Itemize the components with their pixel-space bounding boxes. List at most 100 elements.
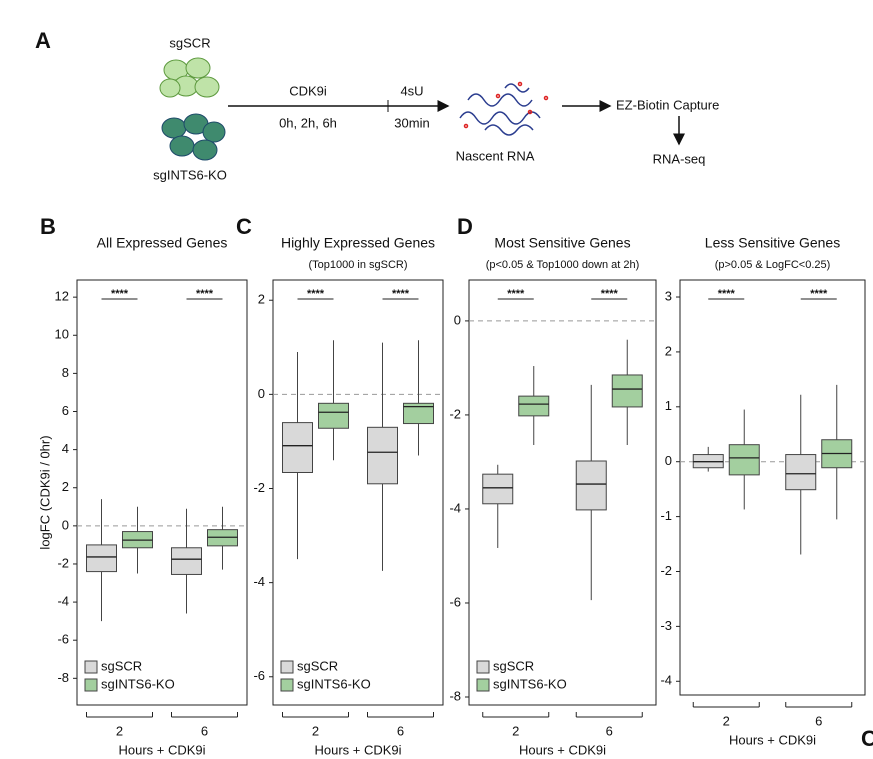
y-tick-label: -2 <box>449 406 461 421</box>
box <box>282 422 313 473</box>
significance-label: **** <box>196 288 214 300</box>
y-tick-label: -4 <box>449 500 461 515</box>
box <box>171 547 202 575</box>
x-tick-label: 2 <box>116 723 123 738</box>
panel-label: D <box>457 214 473 239</box>
plot-frame <box>679 279 866 696</box>
x-tick-label: 2 <box>512 723 519 738</box>
x-tick-label: 6 <box>397 723 404 738</box>
box <box>785 454 817 491</box>
x-tick-label: 2 <box>723 713 730 728</box>
y-tick-label: -6 <box>449 594 461 609</box>
y-tick-label: -1 <box>660 508 672 523</box>
treatment: CDK9i <box>289 83 327 98</box>
significance-label: **** <box>392 288 410 300</box>
nascent-label: Nascent RNA <box>456 148 535 163</box>
rna-icon <box>459 81 549 136</box>
significance-label: **** <box>601 288 619 300</box>
y-tick-label: -6 <box>253 668 265 683</box>
box <box>611 374 643 408</box>
y-tick-label: 3 <box>665 288 672 303</box>
legend-swatch <box>476 678 490 692</box>
y-tick-label: -4 <box>253 574 265 589</box>
y-tick-label: -3 <box>660 618 672 633</box>
x-tick-label: 6 <box>815 713 822 728</box>
legend-label: sgINTS6-KO <box>297 676 371 691</box>
y-tick-label: 1 <box>665 398 672 413</box>
box <box>318 402 349 429</box>
label-time: 30min <box>394 115 429 130</box>
panel-label: C <box>236 214 252 239</box>
y-tick-label: 8 <box>62 365 69 380</box>
chart-title: Most Sensitive Genes <box>494 235 630 251</box>
significance-label: **** <box>111 288 129 300</box>
cells-ko <box>161 113 226 161</box>
y-tick-label: 0 <box>665 453 672 468</box>
chart-title: Highly Expressed Genes <box>281 235 435 251</box>
panel-label: A <box>35 28 51 53</box>
plot-frame <box>468 279 657 706</box>
y-tick-label: 0 <box>62 517 69 532</box>
plot-frame <box>76 279 248 706</box>
y-tick-label: 10 <box>55 327 69 342</box>
legend-label: sgSCR <box>297 658 338 673</box>
timepoints: 0h, 2h, 6h <box>279 115 337 130</box>
chart-title: All Expressed Genes <box>97 235 228 251</box>
panel-label: C <box>861 726 873 751</box>
significance-label: **** <box>507 288 525 300</box>
y-tick-label: 2 <box>665 343 672 358</box>
y-tick-label: -2 <box>253 480 265 495</box>
x-tick-label: 2 <box>312 723 319 738</box>
x-tick-label: 6 <box>201 723 208 738</box>
legend-swatch <box>280 678 294 692</box>
legend-label: sgSCR <box>101 658 142 673</box>
significance-label: **** <box>307 288 325 300</box>
significance-label: **** <box>810 288 828 300</box>
cells-scr <box>159 57 220 98</box>
box <box>403 402 434 425</box>
y-axis-label: logFC (CDK9i / 0hr) <box>37 435 52 549</box>
label-4su: 4sU <box>400 83 423 98</box>
seq-label: RNA-seq <box>653 151 706 166</box>
x-tick-label: 6 <box>606 723 613 738</box>
legend-swatch <box>476 660 490 674</box>
chart-title: Less Sensitive Genes <box>705 235 840 251</box>
box <box>482 473 514 505</box>
panel-label: B <box>40 214 56 239</box>
y-tick-label: -8 <box>449 688 461 703</box>
x-axis-label: Hours + CDK9i <box>314 742 401 757</box>
legend-swatch <box>84 678 98 692</box>
legend-swatch <box>84 660 98 674</box>
box <box>575 460 607 511</box>
capture-label: EZ-Biotin Capture <box>616 97 719 112</box>
y-tick-label: 2 <box>258 292 265 307</box>
x-axis-label: Hours + CDK9i <box>729 732 816 747</box>
y-tick-label: 6 <box>62 403 69 418</box>
y-tick-label: -2 <box>57 555 69 570</box>
y-tick-label: 0 <box>454 312 461 327</box>
legend-swatch <box>280 660 294 674</box>
y-tick-label: -6 <box>57 632 69 647</box>
significance-label: **** <box>718 288 736 300</box>
legend-label: sgINTS6-KO <box>493 676 567 691</box>
y-tick-label: 2 <box>62 479 69 494</box>
x-axis-label: Hours + CDK9i <box>118 742 205 757</box>
chart-subtitle: (Top1000 in sgSCR) <box>308 259 407 271</box>
legend-label: sgSCR <box>493 658 534 673</box>
chart-subtitle: (p>0.05 & LogFC<0.25) <box>715 259 831 271</box>
box <box>728 444 760 476</box>
y-tick-label: 12 <box>55 289 69 304</box>
panel-a: A sgSCR sgINTS6-KO CDK9i 0h, 2h, 6h 4sU … <box>35 28 719 183</box>
y-tick-label: -2 <box>660 563 672 578</box>
x-axis-label: Hours + CDK9i <box>519 742 606 757</box>
box <box>518 395 550 417</box>
y-tick-label: -4 <box>660 673 672 688</box>
y-tick-label: -8 <box>57 670 69 685</box>
box <box>86 544 117 573</box>
condition-label: sgSCR <box>169 35 210 50</box>
y-tick-label: 4 <box>62 441 69 456</box>
plot-frame <box>272 279 444 706</box>
y-tick-label: 0 <box>258 386 265 401</box>
